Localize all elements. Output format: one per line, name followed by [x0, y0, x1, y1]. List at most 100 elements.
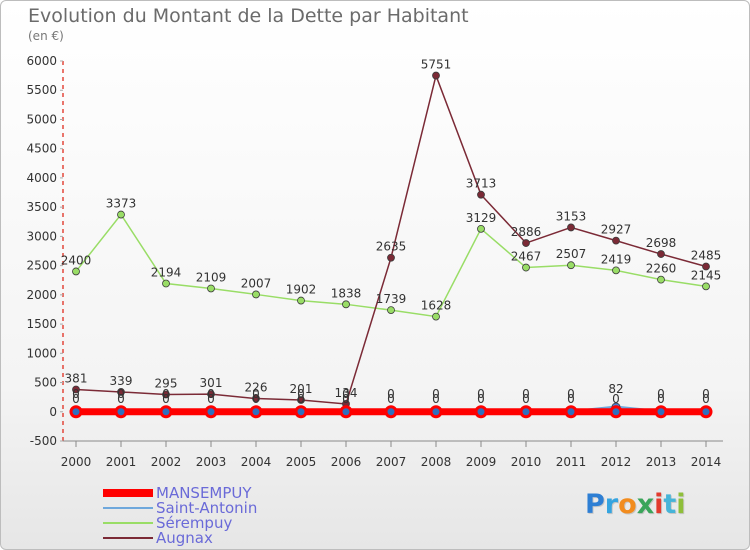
- data-label-augnax: 201: [290, 382, 313, 396]
- x-tick-label: 2000: [61, 455, 92, 469]
- legend-swatch-augnax: [103, 536, 153, 539]
- data-label-mansempuy: 0: [297, 392, 305, 406]
- data-label-saint-antonin: 0: [117, 387, 125, 401]
- y-tick-label: 6000: [26, 54, 57, 68]
- data-point-mansempuy: [474, 405, 488, 419]
- x-tick-label: 2001: [106, 455, 137, 469]
- data-label-s-rempuy: 3129: [466, 211, 497, 225]
- x-tick-label: 2009: [466, 455, 497, 469]
- data-label-saint-antonin: 0: [342, 387, 350, 401]
- data-point-s-rempuy: [72, 267, 80, 276]
- chart-subtitle: (en €): [28, 29, 64, 43]
- data-label-augnax: 226: [245, 381, 268, 395]
- y-tick-label: 1500: [26, 317, 57, 331]
- data-point-augnax: [702, 262, 710, 271]
- y-tick-label: 0: [49, 405, 57, 419]
- data-point-augnax: [612, 236, 620, 245]
- data-point-augnax: [252, 394, 260, 403]
- data-point-augnax: [297, 396, 305, 404]
- y-tick-label: 2000: [26, 288, 57, 302]
- data-label-saint-antonin: 0: [387, 387, 395, 401]
- legend-item-s-rempuy: Sérempuy: [103, 513, 257, 532]
- data-label-augnax: 2927: [601, 223, 632, 237]
- data-label-s-rempuy: 2145: [691, 268, 722, 282]
- data-point-mansempuy: [159, 405, 173, 419]
- data-point-s-rempuy: [657, 275, 665, 284]
- y-tick-label: 4500: [26, 142, 57, 156]
- data-label-augnax: 301: [200, 376, 223, 390]
- data-point-augnax: [657, 250, 665, 258]
- x-tick-label: 2003: [196, 455, 227, 469]
- data-point-augnax: [567, 223, 575, 232]
- data-label-saint-antonin: 0: [162, 387, 170, 401]
- data-point-mansempuy: [429, 405, 443, 419]
- data-point-s-rempuy: [162, 279, 170, 288]
- data-point-s-rempuy: [342, 300, 350, 309]
- data-label-mansempuy: 0: [207, 392, 215, 406]
- y-tick-label: 2500: [26, 259, 57, 273]
- data-label-augnax: 2635: [376, 240, 407, 254]
- data-label-s-rempuy: 1628: [421, 299, 452, 313]
- data-point-mansempuy: [69, 405, 83, 419]
- y-tick-label: 1000: [26, 346, 57, 360]
- data-label-saint-antonin: 0: [297, 387, 305, 401]
- data-label-augnax: 2485: [691, 248, 722, 262]
- y-tick-label: 4000: [26, 171, 57, 185]
- data-label-s-rempuy: 3373: [106, 197, 137, 211]
- data-point-s-rempuy: [567, 261, 575, 270]
- data-point-mansempuy: [339, 405, 353, 419]
- data-label-mansempuy: 0: [387, 392, 395, 406]
- x-tick-label: 2006: [331, 455, 362, 469]
- data-label-saint-antonin: 0: [207, 387, 215, 401]
- legend-label-s-rempuy: Sérempuy: [156, 513, 233, 532]
- data-point-augnax: [432, 71, 440, 80]
- y-tick-label: 3000: [26, 229, 57, 243]
- data-label-s-rempuy: 2400: [61, 253, 92, 267]
- data-point-s-rempuy: [477, 224, 485, 233]
- data-point-mansempuy: [564, 405, 578, 419]
- data-point-s-rempuy: [117, 210, 125, 219]
- data-label-saint-antonin: 0: [477, 387, 485, 401]
- data-label-mansempuy: 0: [117, 392, 125, 406]
- legend-item-augnax: Augnax: [103, 528, 257, 547]
- data-label-s-rempuy: 2260: [646, 262, 677, 276]
- chart-title: Evolution du Montant de la Dette par Hab…: [28, 5, 469, 27]
- data-label-mansempuy: 0: [72, 392, 80, 406]
- data-label-mansempuy: 0: [522, 392, 530, 406]
- data-point-mansempuy: [654, 405, 668, 419]
- data-label-augnax: 3153: [556, 209, 587, 223]
- y-tick-label: 500: [34, 376, 57, 390]
- data-point-mansempuy: [609, 405, 623, 419]
- data-label-mansempuy: 0: [162, 392, 170, 406]
- data-label-augnax: 2886: [511, 225, 542, 239]
- data-point-augnax: [387, 253, 395, 262]
- data-point-augnax: [72, 385, 80, 394]
- data-label-mansempuy: 0: [342, 392, 350, 406]
- legend-item-saint-antonin: Saint-Antonin: [103, 499, 257, 517]
- legend: MANSEMPUY Saint-Antonin Sérempuy Augnax: [103, 484, 257, 547]
- y-tick-label: 3500: [26, 200, 57, 214]
- data-label-mansempuy: 0: [612, 392, 620, 406]
- data-label-s-rempuy: 2467: [511, 250, 542, 264]
- data-label-s-rempuy: 2109: [196, 270, 227, 284]
- y-tick-label: 5500: [26, 83, 57, 97]
- data-label-augnax: 3713: [466, 177, 497, 191]
- legend-swatch-mansempuy: [103, 488, 153, 497]
- data-point-mansempuy: [249, 405, 263, 419]
- legend-label-augnax: Augnax: [156, 528, 213, 547]
- data-point-augnax: [522, 239, 530, 247]
- data-point-s-rempuy: [612, 266, 620, 275]
- data-point-s-rempuy: [432, 312, 440, 321]
- data-label-augnax: 339: [110, 374, 133, 388]
- data-label-augnax: 134: [335, 386, 358, 400]
- x-tick-label: 2014: [691, 455, 722, 469]
- legend-swatch-saint-antonin: [103, 506, 153, 509]
- x-tick-label: 2002: [151, 455, 182, 469]
- data-label-saint-antonin: 0: [72, 387, 80, 401]
- data-label-saint-antonin: 0: [252, 387, 260, 401]
- data-label-saint-antonin: 0: [522, 387, 530, 401]
- y-tick-label: -500: [30, 434, 57, 448]
- data-label-mansempuy: 0: [252, 392, 260, 406]
